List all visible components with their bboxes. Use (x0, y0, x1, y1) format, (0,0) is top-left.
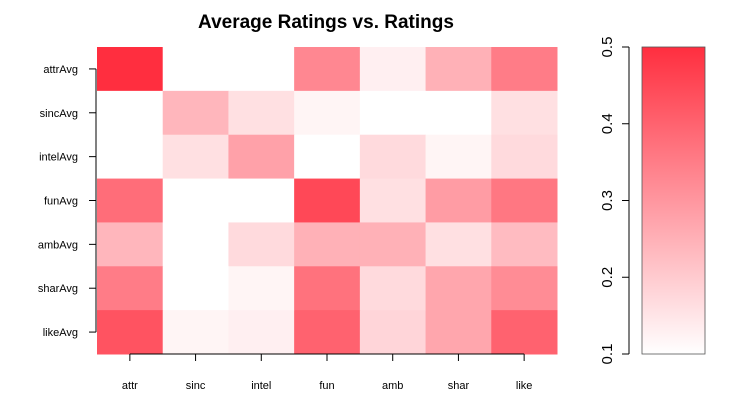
y-tick-label: sincAvg (40, 108, 78, 120)
heatmap-cell-ambAvg-shar (425, 222, 492, 267)
heatmap-cell-funAvg-like (491, 178, 558, 223)
y-axis: attrAvg sincAvg intelAvg funAvg ambAvg sharAv… (38, 64, 97, 339)
heatmap-cell-intelAvg-fun (294, 134, 361, 180)
x-tick-label: shar (448, 380, 470, 392)
color-legend: 0.1 0.2 0.3 0.4 0.5 (599, 37, 706, 365)
heatmap-cell-ambAvg-sinc (162, 222, 229, 267)
heatmap-cell-funAvg-fun (294, 178, 361, 223)
y-tick-label: sharAvg (38, 283, 78, 295)
colorbar-tick-label: 0.4 (599, 113, 616, 134)
heatmap-cell-sincAvg-attr (97, 90, 164, 136)
y-tick-label: likeAvg (43, 327, 78, 339)
heatmap-cell-ambAvg-like (491, 222, 558, 267)
y-tick-label: intelAvg (39, 152, 78, 164)
heatmap-cell-attrAvg-fun (294, 47, 361, 92)
heatmap-cell-sincAvg-sinc (162, 90, 229, 136)
heatmap-cell-sincAvg-shar (425, 90, 492, 136)
heatmap-cell-sharAvg-fun (294, 266, 361, 311)
x-tick-label: sinc (186, 380, 206, 392)
heatmap-cell-funAvg-amb (359, 178, 427, 223)
heatmap-cell-intelAvg-like (491, 134, 558, 180)
heatmap-cell-sharAvg-attr (97, 266, 164, 311)
heatmap-cell-intelAvg-attr (97, 134, 164, 180)
heatmap-cell-intelAvg-shar (425, 134, 492, 180)
x-tick-label: amb (382, 380, 403, 392)
heatmap-cell-likeAvg-amb (359, 310, 427, 355)
x-tick-label: attr (122, 380, 138, 392)
y-tick-label: attrAvg (43, 64, 78, 76)
heatmap-cell-likeAvg-shar (425, 310, 492, 355)
heatmap-cell-ambAvg-fun (294, 222, 361, 267)
x-tick-label: fun (319, 380, 334, 392)
x-tick-label: like (516, 380, 533, 392)
heatmap-cell-intelAvg-intel (228, 134, 295, 180)
x-axis: attr sinc intel fun amb shar like (122, 353, 533, 392)
colorbar (641, 46, 706, 355)
heatmap-cell-funAvg-shar (425, 178, 492, 223)
heatmap-cell-intelAvg-sinc (162, 134, 229, 180)
heatmap-cell-attrAvg-shar (425, 47, 492, 92)
colorbar-tick-label: 0.1 (599, 344, 616, 365)
heatmap-cell-attrAvg-intel (228, 47, 295, 92)
heatmap-cell-sincAvg-like (491, 90, 558, 136)
heatmap-cell-sharAvg-intel (228, 266, 295, 311)
heatmap-cell-attrAvg-sinc (162, 47, 229, 92)
heatmap-cell-likeAvg-intel (228, 310, 295, 355)
heatmap-cell-sincAvg-intel (228, 90, 295, 136)
heatmap-cell-likeAvg-like (491, 310, 558, 355)
x-tick-label: intel (251, 380, 271, 392)
heatmap-cell-sharAvg-like (491, 266, 558, 311)
heatmap-cell-likeAvg-fun (294, 310, 361, 355)
heatmap-cell-funAvg-attr (97, 178, 164, 223)
colorbar-tick-label: 0.3 (599, 190, 616, 211)
heatmap-cell-likeAvg-sinc (162, 310, 229, 355)
heatmap-cell-attrAvg-like (491, 47, 558, 92)
colorbar-tick-label: 0.2 (599, 267, 616, 288)
heatmap-cell-sharAvg-sinc (162, 266, 229, 311)
heatmap-cell-ambAvg-amb (359, 222, 427, 267)
heatmap-cell-ambAvg-attr (97, 222, 164, 267)
heatmap-cell-sincAvg-amb (359, 90, 427, 136)
heatmap-cell-intelAvg-amb (359, 134, 427, 180)
y-tick-label: ambAvg (38, 239, 78, 251)
heatmap-cell-sincAvg-fun (294, 90, 361, 136)
heatmap-cell-sharAvg-shar (425, 266, 492, 311)
heatmap-cell-attrAvg-amb (359, 47, 427, 92)
y-tick-label: funAvg (44, 196, 78, 208)
chart-title: Average Ratings vs. Ratings (198, 12, 454, 33)
heatmap-cell-attrAvg-attr (97, 47, 164, 92)
heatmap-cell-funAvg-intel (228, 178, 295, 223)
heatmap-cell-sharAvg-amb (359, 266, 427, 311)
colorbar-tick-label: 0.5 (599, 37, 616, 58)
heatmap-cell-ambAvg-intel (228, 222, 295, 267)
heatmap-cells (97, 47, 558, 355)
heatmap-cell-funAvg-sinc (162, 178, 229, 223)
heatmap-cell-likeAvg-attr (97, 310, 164, 355)
